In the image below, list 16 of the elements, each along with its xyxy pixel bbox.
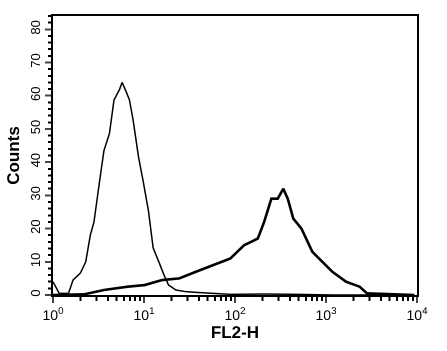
x-tick-label: 10$^{1}$ xyxy=(133,306,155,323)
y-tick-label: 20 xyxy=(28,219,43,234)
y-tick-label: 10 xyxy=(28,252,43,268)
y-tick-label: 50 xyxy=(28,120,43,134)
x-axis-title: FL2-H xyxy=(210,322,260,342)
y-tick-label: 80 xyxy=(28,20,43,35)
y-tick-label: 30 xyxy=(28,186,43,201)
y-tick-label: 60 xyxy=(28,86,43,101)
y-axis-title: Counts xyxy=(4,126,23,185)
y-tick-label: 0 xyxy=(28,289,43,297)
x-tick-label: 10$^{0}$ xyxy=(42,306,64,323)
x-tick-label: 10$^{3}$ xyxy=(315,306,338,323)
x-tick-label: 10$^{2}$ xyxy=(224,306,246,323)
x-tick-label: 10$^{4}$ xyxy=(406,306,428,323)
y-tick-label: 40 xyxy=(28,152,43,168)
y-tick-label: 70 xyxy=(28,53,43,68)
